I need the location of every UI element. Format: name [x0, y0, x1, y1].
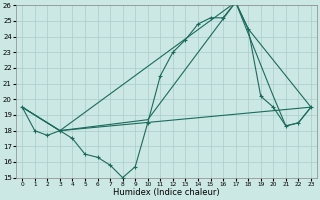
X-axis label: Humidex (Indice chaleur): Humidex (Indice chaleur)	[113, 188, 220, 197]
